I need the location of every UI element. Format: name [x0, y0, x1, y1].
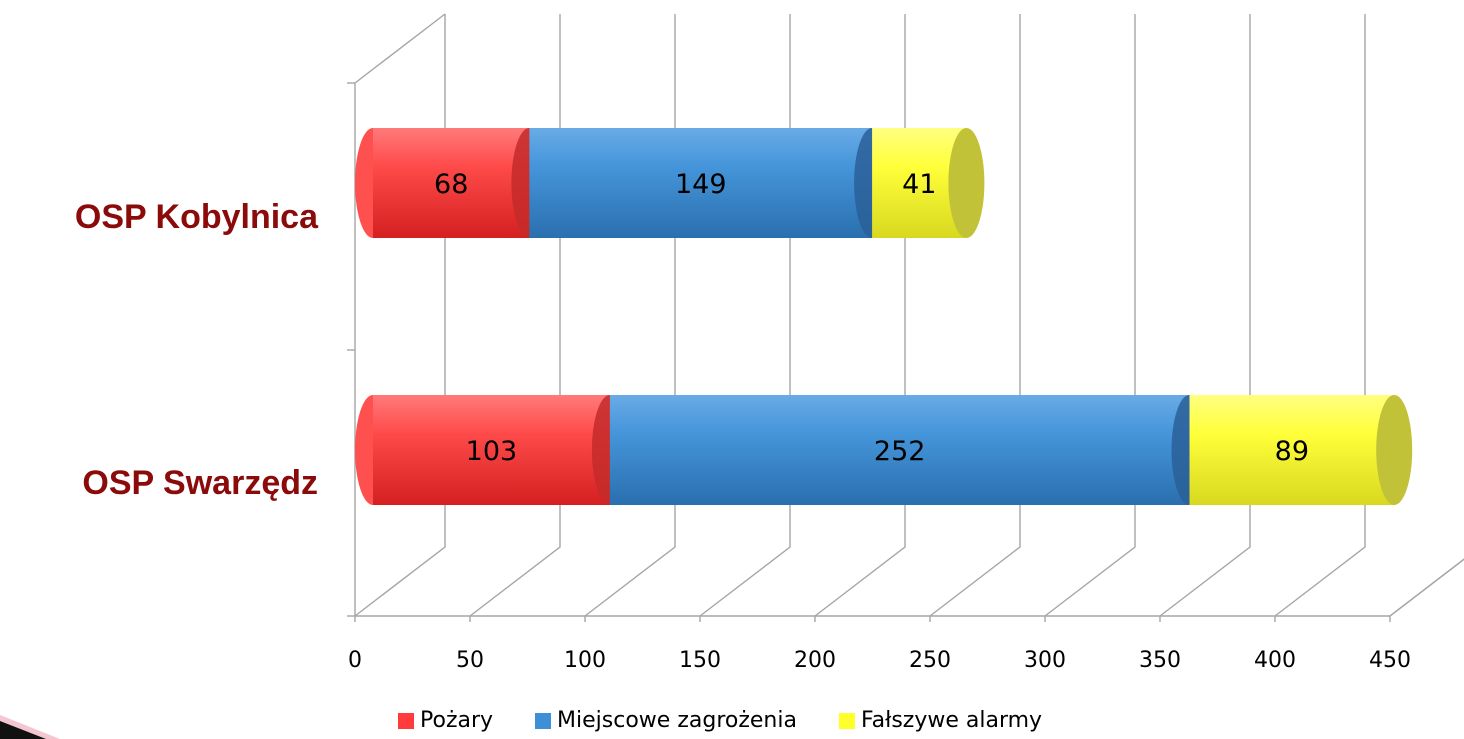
bar-1-series-2: [1189, 395, 1395, 505]
x-tick-label-300: 300: [1024, 648, 1066, 673]
category-label-swarzedz: OSP Swarzędz: [82, 464, 318, 502]
gridline-100: [584, 14, 676, 617]
x-tick-label-100: 100: [564, 648, 606, 673]
bar-0-series-0: [373, 128, 530, 238]
data-label-1-series-0: 103: [466, 436, 518, 467]
chart-legend: Pożary Miejscowe zagrożenia Fałszywe ala…: [398, 708, 1042, 733]
gridline-150: [699, 14, 791, 617]
gridline-0: [354, 14, 446, 617]
category-label-kobylnica: OSP Kobylnica: [74, 198, 318, 236]
legend-item-falszywe: Fałszywe alarmy: [838, 708, 1043, 733]
bar-1-series-1: [609, 395, 1190, 505]
grid-lines: [354, 14, 1464, 617]
legend-label-falszywe: Fałszywe alarmy: [860, 708, 1043, 733]
gridline-200: [814, 14, 906, 617]
gridline-350: [1159, 14, 1251, 617]
x-tick-label-50: 50: [456, 648, 484, 673]
data-label-1-series-1: 252: [874, 436, 926, 467]
legend-swatch-falszywe: [838, 712, 855, 729]
x-tick-labels: 0 50 100 150 200 250 300 350 400 450: [348, 648, 1411, 673]
legend-swatch-miejscowe: [535, 712, 552, 729]
x-tick-label-200: 200: [794, 648, 836, 673]
corner-decoration: [0, 715, 60, 739]
bar-layer: [355, 128, 1413, 505]
data-label-layer: 68 149 41 103 252 89: [434, 169, 1309, 467]
bar-cap-0-series-2: [948, 128, 985, 238]
gridline-450: [1389, 558, 1464, 617]
x-tick-label-250: 250: [909, 648, 951, 673]
legend-swatch-pozary: [398, 712, 414, 729]
legend-label-miejscowe: Miejscowe zagrożenia: [557, 708, 797, 733]
gridline-300: [1044, 14, 1136, 617]
data-label-0-series-0: 68: [434, 169, 468, 200]
data-label-0-series-2: 41: [902, 169, 936, 200]
gridline-250: [929, 14, 1021, 617]
data-label-1-series-2: 89: [1275, 436, 1309, 467]
side-wall-top-edge: [354, 13, 446, 84]
bar-cap-1-series-2: [1376, 395, 1413, 505]
gridline-50: [469, 14, 561, 617]
x-tick-label-350: 350: [1139, 648, 1181, 673]
bar-0-series-1: [529, 128, 873, 238]
x-tick-label-450: 450: [1369, 648, 1411, 673]
gridline-400: [1274, 14, 1366, 617]
bar-1-series-0: [373, 395, 610, 505]
x-tick-label-0: 0: [348, 648, 362, 673]
gridline-end: [1389, 558, 1464, 617]
axes: [347, 13, 1391, 622]
legend-label-pozary: Pożary: [420, 708, 494, 733]
x-tick-label-400: 400: [1254, 648, 1296, 673]
legend-item-miejscowe: Miejscowe zagrożenia: [535, 708, 797, 733]
data-label-0-series-1: 149: [675, 169, 727, 200]
legend-item-pozary: Pożary: [398, 708, 493, 733]
x-tick-label-150: 150: [679, 648, 721, 673]
